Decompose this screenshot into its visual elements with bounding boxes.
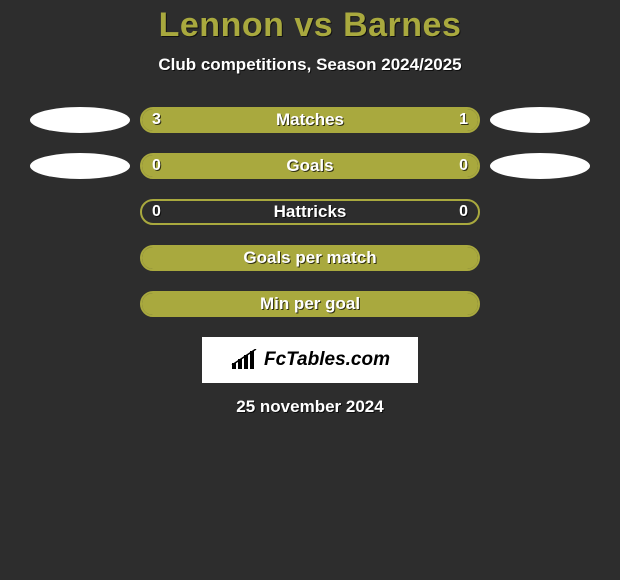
stat-label: Matches	[142, 109, 478, 131]
player-avatar-right	[490, 153, 590, 179]
player-avatar-left	[30, 107, 130, 133]
stat-value-right: 0	[459, 155, 468, 177]
stat-row: Goals per match	[0, 245, 620, 271]
right-avatar-slot	[480, 107, 600, 133]
stat-row: Min per goal	[0, 291, 620, 317]
fctables-logo[interactable]: FcTables.com	[202, 337, 418, 383]
stat-row: Hattricks0 0	[0, 199, 620, 225]
page-title: Lennon vs Barnes	[0, 6, 620, 45]
stat-value-left: 0	[152, 201, 161, 223]
date-label: 25 november 2024	[0, 397, 620, 417]
stat-bar: Goals per match	[140, 245, 480, 271]
stat-row: Goals0 0	[0, 153, 620, 179]
stat-bar: Hattricks0 0	[140, 199, 480, 225]
stat-label: Goals per match	[142, 247, 478, 269]
left-avatar-slot	[20, 107, 140, 133]
stat-label: Hattricks	[142, 201, 478, 223]
stat-bar: Goals0 0	[140, 153, 480, 179]
stat-label: Min per goal	[142, 293, 478, 315]
chart-bars-icon	[230, 349, 258, 371]
player-avatar-right	[490, 107, 590, 133]
player-avatar-left	[30, 153, 130, 179]
subtitle: Club competitions, Season 2024/2025	[0, 55, 620, 75]
stat-row: Matches3 1	[0, 107, 620, 133]
left-avatar-slot	[20, 153, 140, 179]
stat-value-left: 0	[152, 155, 161, 177]
stat-bar: Min per goal	[140, 291, 480, 317]
stat-value-right: 0	[459, 201, 468, 223]
stats-rows: Matches31Goals00Hattricks00Goals per mat…	[0, 107, 620, 317]
stat-label: Goals	[142, 155, 478, 177]
stat-value-right: 1	[459, 109, 468, 131]
logo-text: FcTables.com	[264, 349, 390, 371]
stat-value-left: 3	[152, 109, 161, 131]
right-avatar-slot	[480, 153, 600, 179]
stat-bar: Matches3 1	[140, 107, 480, 133]
